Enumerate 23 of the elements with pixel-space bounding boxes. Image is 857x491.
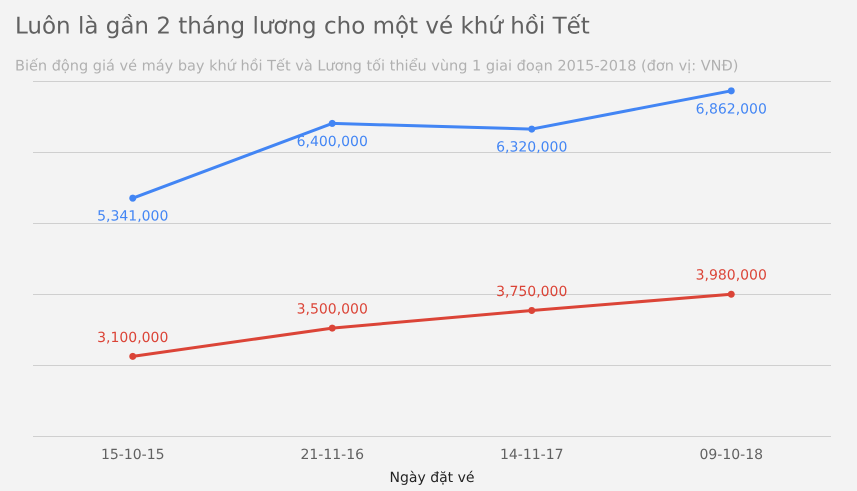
point <box>129 352 136 360</box>
point <box>728 87 735 94</box>
chart-title: Luôn là gần 2 tháng lương cho một vé khứ hồi Tết <box>15 14 590 40</box>
chart-subtitle: Biến động giá vé máy bay khứ hồi Tết và Lương tối thiểu vùng 1 giai đoạn 2015-2018 (đơn vị: VNĐ) <box>15 58 738 74</box>
data-label: 3,750,000 <box>496 284 568 300</box>
data-label: 6,400,000 <box>296 134 368 150</box>
x-tick-label: 15-10-15 <box>100 447 165 463</box>
point <box>528 306 536 314</box>
data-label: 5,341,000 <box>97 208 168 225</box>
x-tick-label: 21-11-16 <box>300 447 364 463</box>
point <box>129 194 136 202</box>
data-label: 6,862,000 <box>696 101 767 118</box>
x-tick-label: 14-11-17 <box>500 447 564 463</box>
point <box>728 290 735 298</box>
data-label: 3,980,000 <box>696 268 767 284</box>
point <box>328 120 336 127</box>
data-label: 3,100,000 <box>97 330 168 346</box>
x-axis-title: Ngày đặt vé <box>390 470 474 486</box>
data-label: 6,320,000 <box>496 140 568 156</box>
x-tick-label: 09-10-18 <box>699 447 764 463</box>
point <box>328 324 336 332</box>
data-label: 3,500,000 <box>296 302 368 318</box>
point <box>528 126 536 133</box>
